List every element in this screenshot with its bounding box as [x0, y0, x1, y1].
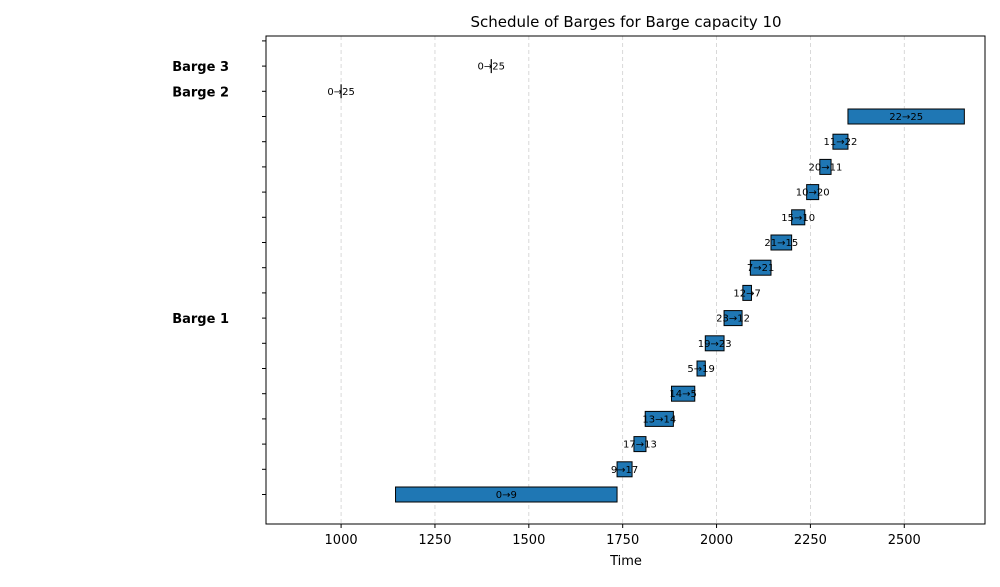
- task-label: 21→15: [764, 238, 798, 249]
- task-label: 0→25: [327, 87, 354, 98]
- task-bar: [644, 410, 674, 427]
- task-labels: 0→25 0→25 22→25 11→22 20→11 10→20 15→10 21→15 7→…: [327, 62, 923, 501]
- task-label: 23→12: [716, 314, 750, 325]
- task-label: 9→17: [611, 465, 638, 476]
- task-bar: [847, 108, 965, 125]
- barge-label: Barge 1: [172, 312, 229, 327]
- task-label: 15→10: [781, 213, 815, 224]
- x-tick-label: 1000: [325, 533, 358, 548]
- task-label: 13→14: [642, 414, 676, 425]
- task-bars: [340, 59, 965, 503]
- task-bar: [806, 184, 820, 201]
- x-tick-label: 2500: [888, 533, 921, 548]
- task-label: 17→13: [623, 440, 657, 451]
- task-bar: [723, 310, 743, 327]
- task-bar: [791, 209, 806, 226]
- barge-label: Barge 3: [172, 60, 229, 75]
- barge-labels: Barge 1 Barge 2 Barge 3: [172, 60, 229, 327]
- task-label: 12→7: [733, 288, 760, 299]
- x-tick-label: 1250: [418, 533, 451, 548]
- task-bar: [696, 360, 706, 377]
- task-bar: [395, 486, 618, 503]
- task-label: 0→25: [478, 62, 505, 73]
- task-label: 14→5: [669, 389, 696, 400]
- x-tick-label: 1500: [512, 533, 545, 548]
- chart-title: Schedule of Barges for Barge capacity 10: [470, 13, 781, 31]
- y-axis-ticks: [262, 40, 266, 495]
- x-tick-label: 2000: [700, 533, 733, 548]
- task-label: 10→20: [796, 188, 830, 199]
- task-label: 20→11: [809, 162, 843, 173]
- x-tick-label: 2250: [794, 533, 827, 548]
- task-label: 0→9: [496, 490, 517, 501]
- task-label: 7→21: [747, 263, 774, 274]
- task-bar: [749, 259, 772, 276]
- task-bar: [704, 335, 725, 352]
- task-bar: [670, 385, 696, 402]
- task-bar: [633, 436, 647, 453]
- task-label: 11→22: [824, 137, 858, 148]
- task-bar: [832, 133, 849, 150]
- x-axis-ticks: 1000 1250 1500 1750 2000 2250 2500: [325, 524, 921, 548]
- task-label: 22→25: [889, 112, 923, 123]
- x-tick-label: 1750: [606, 533, 639, 548]
- barge-label: Barge 2: [172, 85, 229, 100]
- task-label: 5→19: [687, 364, 714, 375]
- task-label: 19→23: [698, 339, 732, 350]
- task-bar: [616, 461, 633, 478]
- plot-frame: [265, 35, 986, 525]
- task-bar: [770, 234, 793, 251]
- x-axis-label: Time: [609, 554, 642, 569]
- task-bar: [742, 284, 752, 301]
- grid-lines: [340, 36, 905, 524]
- task-bar: [819, 158, 832, 175]
